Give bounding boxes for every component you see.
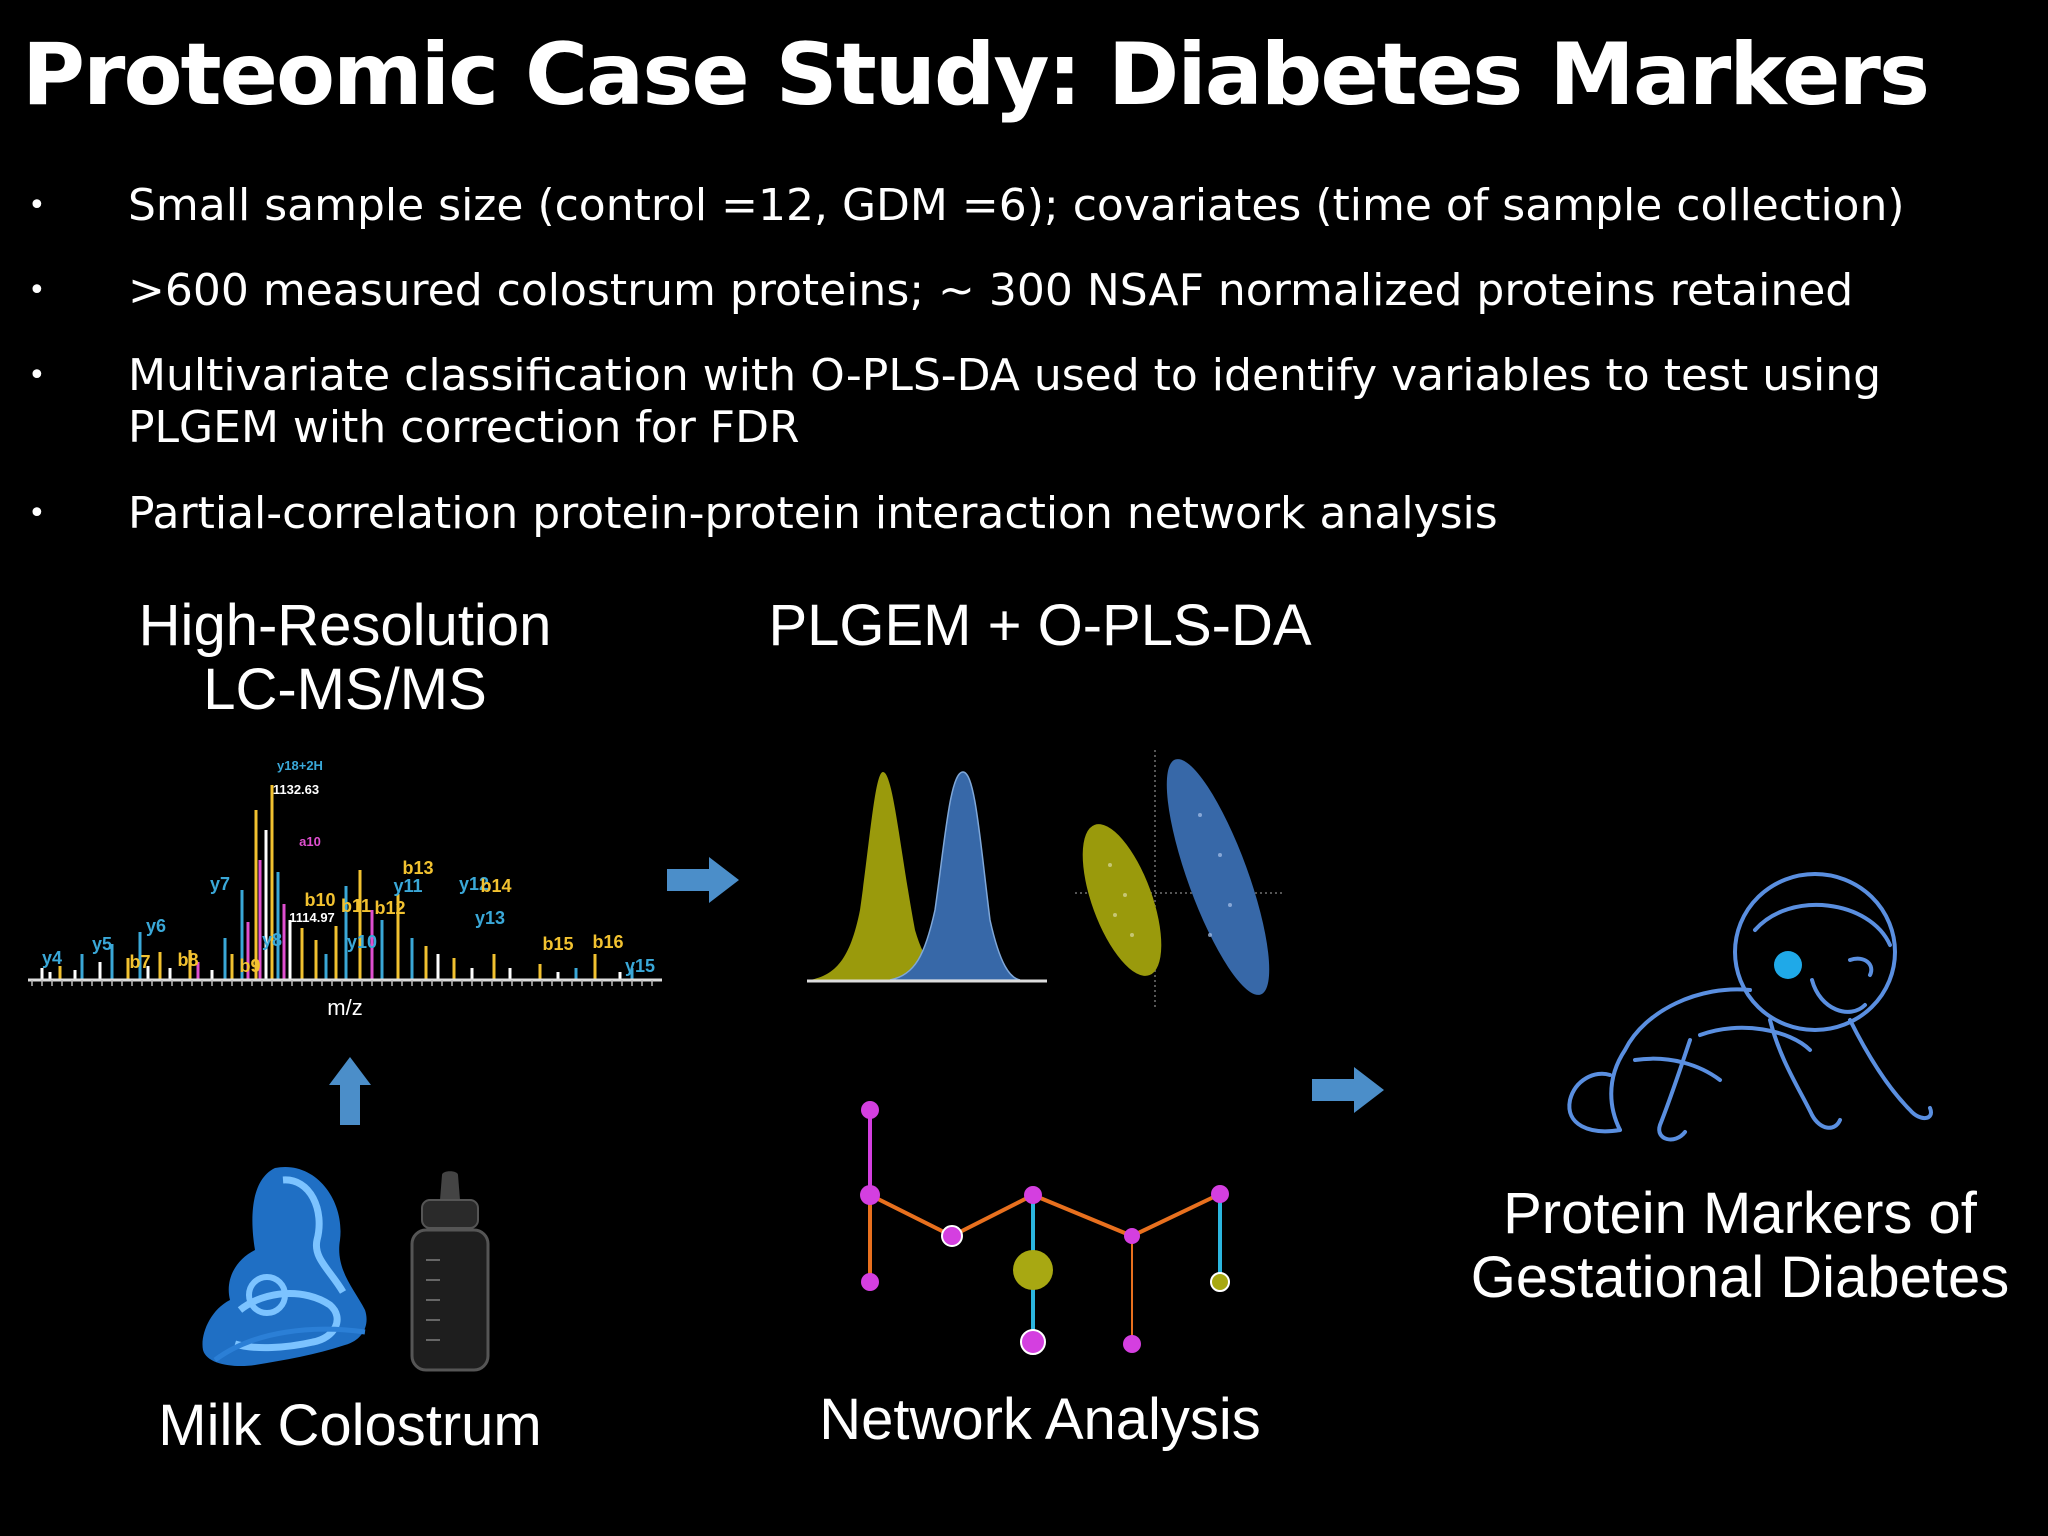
spectrum-ticks <box>31 980 653 986</box>
milk-label: Milk Colostrum <box>158 1393 542 1458</box>
spectrum-peak-label: b14 <box>480 876 511 896</box>
spectrum-peak-label: y11 <box>393 876 422 896</box>
spectrum-peak-label: 1114.97 <box>289 910 335 925</box>
control-group-ellipse <box>1082 824 1162 976</box>
spectrum-peak-label: y5 <box>92 934 112 954</box>
spectrum-axis-label: m/z <box>327 995 362 1020</box>
network-label: Network Analysis <box>819 1387 1261 1452</box>
spectrum-peaks <box>40 785 634 980</box>
gdm-group-ellipse <box>1166 759 1270 995</box>
baby-bottle-icon <box>410 1171 490 1372</box>
arrow-right-icon <box>667 857 739 903</box>
bullet-item: • Partial-correlation protein-protein in… <box>28 488 2018 540</box>
bullet-symbol: • <box>28 188 46 223</box>
ms-label-line2: LC-MS/MS <box>203 657 487 722</box>
markers-label-line1: Protein Markers of <box>1503 1181 1977 1246</box>
bullet-symbol: • <box>28 358 46 393</box>
control-score-points <box>1108 863 1134 937</box>
slide-title: Proteomic Case Study: Diabetes Markers <box>22 25 1930 125</box>
arrow-up-icon <box>329 1057 371 1125</box>
spectrum-peak-label: b16 <box>592 932 623 952</box>
spectrum-peak-label: b9 <box>239 956 260 976</box>
spectrum-peak-label: y18+2H <box>277 758 323 773</box>
gdm-distribution <box>889 771 1021 981</box>
spectrum-peak-label: a10 <box>299 834 321 849</box>
spectrum-peak-label: b12 <box>374 898 405 918</box>
spectrum-peak-label: y10 <box>347 932 377 952</box>
spectrum-peak-label: b11 <box>341 896 371 916</box>
spectrum-peak-label: y7 <box>210 874 230 894</box>
control-distribution <box>810 772 955 980</box>
ms-label: High-Resolution LC-MS/MS <box>95 594 595 722</box>
bullet-item: • Small sample size (control =12, GDM =6… <box>28 180 2018 232</box>
spectrum-peak-label: b7 <box>129 952 150 972</box>
spectrum-peak-label: b10 <box>304 890 335 910</box>
spectrum-peak-label: y8 <box>262 930 282 950</box>
opls-da-score-plot <box>1075 750 1285 1010</box>
stats-label: PLGEM + O-PLS-DA <box>768 593 1312 658</box>
bullet-item: • Multivariate classification with O-PLS… <box>28 350 2018 454</box>
bullet-text: Partial-correlation protein-protein inte… <box>128 488 1498 539</box>
markers-label: Protein Markers of Gestational Diabetes <box>1430 1182 2048 1310</box>
spectrum-peak-label: b8 <box>177 950 198 970</box>
spectrum-peak-label: 1132.63 <box>273 782 319 797</box>
mother-baby-icon <box>202 1166 367 1367</box>
spectrum-peak-label: y15 <box>625 956 655 976</box>
spectrum-peak-label: b13 <box>402 858 433 878</box>
bullet-symbol: • <box>28 273 46 308</box>
crawling-baby-icon <box>1567 872 1933 1142</box>
bullet-item: • >600 measured colostrum proteins; ~ 30… <box>28 265 2018 317</box>
spectrum-peak-label: y12 <box>459 874 489 894</box>
ms-label-line1: High-Resolution <box>138 593 552 658</box>
protein-network-graph <box>860 1101 1230 1355</box>
bullet-text: Small sample size (control =12, GDM =6);… <box>128 180 1905 231</box>
spectrum-peak-label: b15 <box>542 934 573 954</box>
markers-label-line2: Gestational Diabetes <box>1470 1245 2010 1310</box>
bullet-text: >600 measured colostrum proteins; ~ 300 … <box>128 265 1854 316</box>
spectrum-peak-label: y13 <box>475 908 505 928</box>
bullet-symbol: • <box>28 496 46 531</box>
gdm-score-points <box>1198 813 1232 937</box>
arrow-right-icon <box>1312 1067 1384 1113</box>
spectrum-peak-label: y6 <box>146 916 166 936</box>
spectrum-peak-label: y4 <box>42 948 62 968</box>
plgem-distributions <box>807 771 1047 983</box>
bullet-text: Multivariate classification with O-PLS-D… <box>128 350 1882 453</box>
